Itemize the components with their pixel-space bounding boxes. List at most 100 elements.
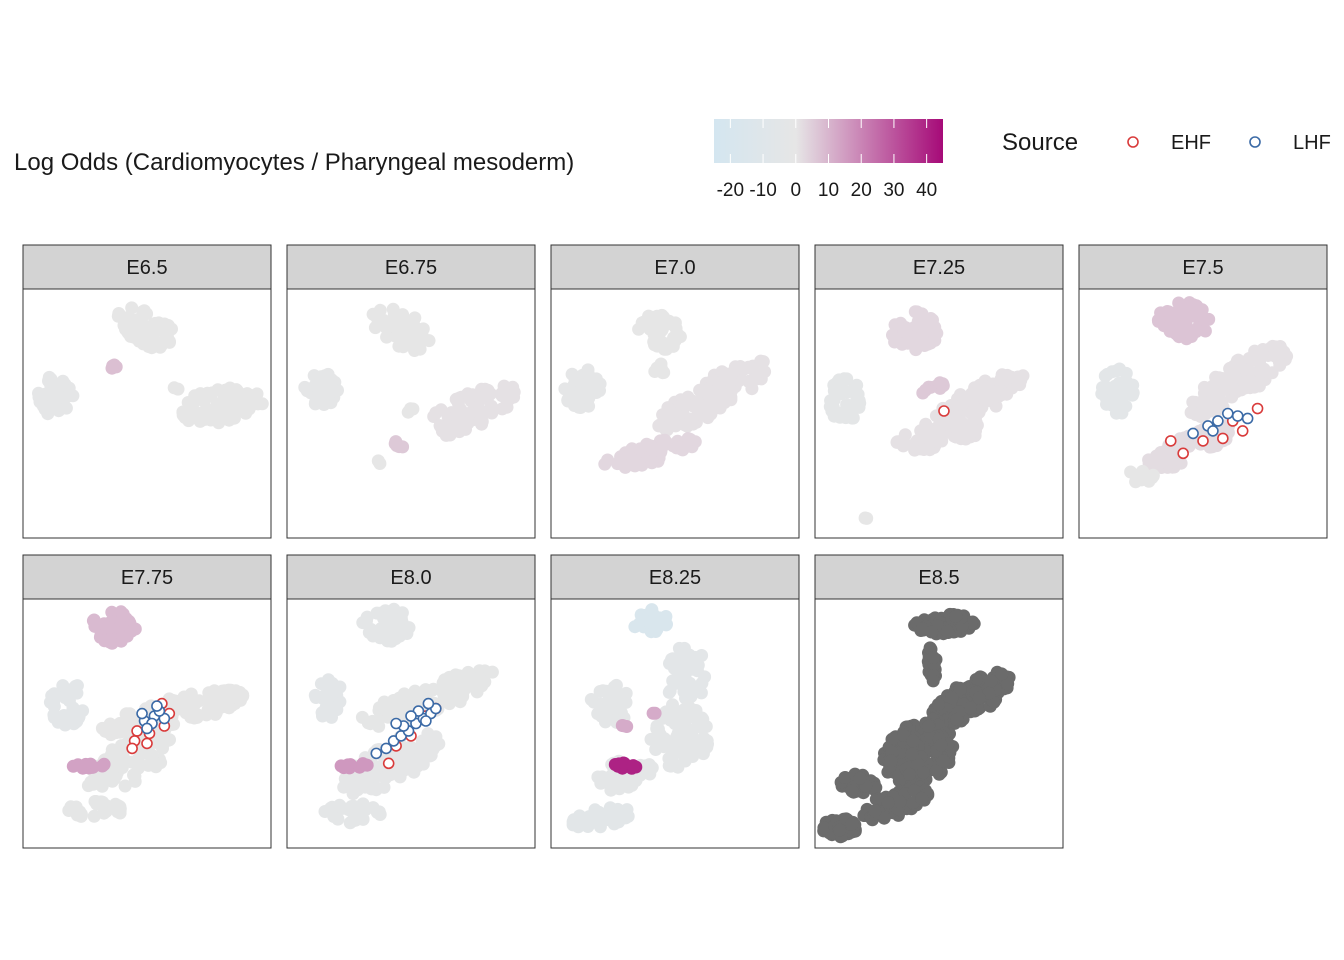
ehf-point bbox=[938, 405, 950, 417]
cell-point bbox=[581, 367, 595, 381]
cell-point bbox=[653, 326, 667, 340]
cell-point bbox=[404, 402, 417, 416]
cell-point bbox=[422, 334, 436, 348]
cell-point bbox=[642, 309, 656, 323]
cell-point bbox=[308, 688, 322, 702]
cell-point bbox=[1124, 465, 1138, 479]
cell-point bbox=[1224, 373, 1238, 387]
cell-point bbox=[1188, 309, 1201, 323]
colorbar-tick-label: 10 bbox=[818, 180, 839, 201]
cell-point bbox=[1272, 345, 1286, 359]
cell-point bbox=[385, 634, 398, 648]
cell-point bbox=[139, 307, 153, 321]
cell-point bbox=[964, 701, 977, 715]
cell-point bbox=[845, 817, 859, 831]
cell-point bbox=[655, 362, 669, 376]
cell-point bbox=[845, 784, 859, 798]
cell-point bbox=[475, 417, 489, 431]
cell-point bbox=[650, 623, 664, 636]
cell-point bbox=[452, 676, 466, 690]
cell-point bbox=[922, 719, 935, 733]
cell-point bbox=[48, 399, 62, 412]
cell-point bbox=[47, 687, 61, 701]
cell-point bbox=[675, 733, 689, 747]
point-layer bbox=[43, 605, 250, 823]
cell-point bbox=[665, 416, 679, 430]
cell-point bbox=[580, 815, 594, 829]
cell-point bbox=[47, 711, 61, 724]
cell-point bbox=[349, 813, 363, 827]
cell-point bbox=[209, 692, 223, 706]
cell-point bbox=[915, 792, 929, 805]
cell-point bbox=[644, 732, 658, 746]
cell-point bbox=[1207, 404, 1221, 418]
cell-point bbox=[116, 721, 130, 735]
cell-point bbox=[103, 635, 117, 649]
cell-point bbox=[853, 771, 867, 785]
cell-point bbox=[672, 328, 685, 342]
cell-point bbox=[934, 738, 948, 752]
cell-point bbox=[480, 383, 494, 397]
cell-point bbox=[325, 800, 339, 814]
cell-point bbox=[837, 372, 851, 386]
cell-point bbox=[495, 387, 509, 400]
cell-point bbox=[869, 781, 883, 795]
ehf-point bbox=[1217, 432, 1229, 445]
cell-point bbox=[860, 511, 874, 525]
facet-strip-label: E7.25 bbox=[913, 257, 965, 279]
cell-point bbox=[906, 734, 920, 748]
facet-panel-E7.25: E7.25 bbox=[814, 244, 1064, 539]
cell-point bbox=[1172, 296, 1186, 310]
cell-point bbox=[678, 754, 692, 768]
lhf-point bbox=[1241, 412, 1254, 425]
cell-point bbox=[939, 417, 953, 431]
ehf-point bbox=[1197, 435, 1209, 447]
facet-strip bbox=[814, 554, 1064, 600]
cell-point bbox=[118, 779, 132, 793]
colorbar-ticks: -20 -10 0 10 20 30 40 bbox=[717, 119, 937, 201]
cell-point bbox=[373, 303, 387, 317]
cell-point bbox=[611, 457, 624, 471]
cell-point bbox=[924, 312, 938, 325]
cell-point bbox=[690, 682, 704, 696]
cell-point bbox=[1186, 395, 1200, 409]
facet-strip-label: E8.0 bbox=[390, 567, 431, 589]
facet-strip-label: E7.75 bbox=[121, 567, 173, 589]
facet-strip bbox=[286, 244, 536, 290]
cell-point bbox=[236, 689, 250, 703]
cell-point bbox=[917, 766, 930, 780]
cell-point bbox=[905, 747, 919, 761]
point-layer bbox=[817, 607, 1016, 844]
cell-point bbox=[670, 709, 684, 723]
cell-point bbox=[1198, 324, 1212, 338]
lhf-point bbox=[1187, 427, 1199, 440]
cell-point bbox=[396, 308, 410, 322]
facet-strip bbox=[22, 554, 272, 600]
cell-point bbox=[910, 305, 924, 319]
facet-strip-label: E7.0 bbox=[654, 257, 695, 279]
cell-point bbox=[892, 774, 906, 788]
lhf-point bbox=[1207, 425, 1219, 437]
cell-point bbox=[582, 391, 596, 405]
cell-point bbox=[645, 603, 659, 617]
cell-point bbox=[665, 438, 679, 452]
cell-point bbox=[247, 393, 261, 407]
cell-point bbox=[128, 774, 142, 788]
facet-panels: E6.5 E6.75 E7.0 E7.25 E7.5 E7.75 E8.0 E8.25 E8.5 bbox=[22, 244, 1328, 849]
cell-point bbox=[626, 453, 640, 467]
cell-point bbox=[1173, 432, 1187, 446]
facet-panel-E8.5: E8.5 bbox=[814, 554, 1064, 849]
cell-point bbox=[926, 651, 940, 664]
cell-point bbox=[868, 804, 882, 818]
cell-point bbox=[97, 806, 111, 820]
cell-point bbox=[917, 443, 931, 456]
cell-point bbox=[357, 804, 371, 817]
lhf-point bbox=[370, 747, 383, 760]
cell-point bbox=[208, 707, 222, 721]
cell-point bbox=[954, 432, 968, 446]
cell-point bbox=[452, 404, 466, 418]
cell-point bbox=[658, 732, 672, 746]
cell-point bbox=[154, 321, 168, 335]
color-legend: Log Odds (Cardiomyocytes / Pharyngeal me… bbox=[14, 119, 943, 201]
cell-point bbox=[949, 609, 963, 623]
